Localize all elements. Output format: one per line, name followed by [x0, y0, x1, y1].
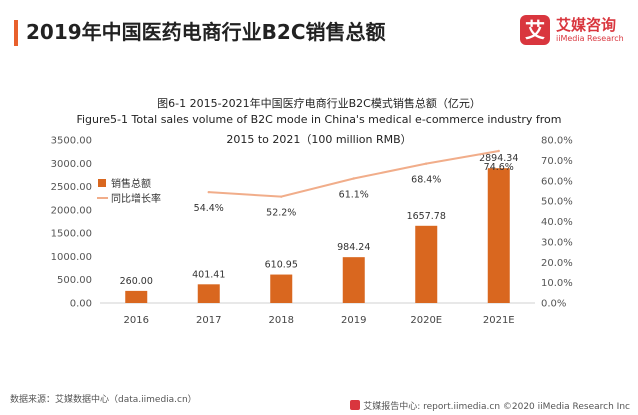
- chart-subtitle-line2: 2015 to 2021（100 million RMB）: [226, 133, 412, 146]
- y-right-tick-label: 80.0%: [541, 136, 573, 147]
- y-left-tick-label: 2000.00: [51, 205, 92, 216]
- legend-bar-swatch: [98, 179, 106, 187]
- growth-rate-point: [207, 190, 210, 194]
- footer-credit: 艾媒报告中心: report.iimedia.cn ©2020 iiMedia …: [350, 399, 630, 412]
- footer-logo-icon: [350, 400, 361, 410]
- footer-credit-text: 艾媒报告中心: report.iimedia.cn ©2020 iiMedia …: [363, 402, 630, 412]
- y-right-tick-label: 40.0%: [541, 217, 573, 228]
- growth-rate-point: [352, 177, 355, 180]
- x-tick-label: 2019: [341, 315, 366, 326]
- bar-value-label: 1657.78: [407, 211, 446, 222]
- x-tick-label: 2018: [269, 315, 294, 326]
- growth-rate-point: [497, 149, 500, 153]
- bar-value-label: 2894.34: [479, 153, 518, 164]
- growth-rate-label: 52.2%: [266, 208, 296, 219]
- growth-rate-label: 61.1%: [339, 190, 369, 201]
- growth-rate-point: [425, 162, 428, 165]
- bar-2018: [270, 274, 293, 303]
- data-source: 数据来源：艾媒数据中心（data.iimedia.cn）: [10, 395, 197, 405]
- growth-rate-point: [280, 195, 283, 198]
- x-tick-label: 2020E: [410, 315, 442, 326]
- bar-2019: [342, 257, 365, 303]
- legend-line-label: 同比增长率: [111, 192, 161, 205]
- y-right-tick-label: 10.0%: [541, 278, 573, 289]
- y-right-tick-label: 50.0%: [541, 197, 573, 208]
- bar-value-label: 984.24: [337, 242, 370, 253]
- brand-name: 艾媒咨询: [556, 16, 617, 34]
- bar-2021E: [487, 168, 510, 303]
- page-title: 2019年中国医药电商行业B2C销售总额: [26, 20, 386, 44]
- chart-title: 图6-1 2015-2021年中国医疗电商行业B2C模式销售总额（亿元）: [157, 97, 481, 110]
- y-left-tick-label: 0.00: [70, 299, 92, 310]
- bar-2017: [197, 284, 220, 303]
- bar-value-label: 610.95: [265, 260, 298, 271]
- growth-rate-label: 74.6%: [484, 162, 514, 173]
- bar-2020E: [415, 225, 438, 303]
- y-right-tick-label: 0.0%: [541, 299, 566, 310]
- y-left-tick-label: 1000.00: [51, 252, 92, 263]
- y-right-tick-label: 20.0%: [541, 258, 573, 269]
- title-accent-bar: [14, 20, 18, 46]
- y-left-tick-label: 3500.00: [51, 136, 92, 147]
- brand: 艾 艾媒咨询 iiMedia Research: [520, 14, 632, 50]
- y-right-tick-label: 30.0%: [541, 237, 573, 248]
- y-left-tick-label: 1500.00: [51, 229, 92, 240]
- y-right-tick-label: 60.0%: [541, 176, 573, 187]
- y-right-tick-label: 70.0%: [541, 156, 573, 167]
- y-left-tick-label: 500.00: [57, 275, 92, 286]
- brand-logo-icon: 艾: [520, 15, 550, 45]
- growth-rate-label: 54.4%: [194, 203, 224, 214]
- chart-subtitle-line1: Figure5-1 Total sales volume of B2C mode…: [76, 113, 562, 126]
- y-left-tick-label: 2500.00: [51, 182, 92, 193]
- bar-2016: [125, 290, 148, 303]
- y-left-tick-label: 3000.00: [51, 159, 92, 170]
- legend-bar-label: 销售总额: [111, 177, 151, 190]
- brand-name-en: iiMedia Research: [556, 34, 624, 43]
- x-tick-label: 2017: [196, 315, 221, 326]
- x-tick-label: 2016: [124, 315, 149, 326]
- bar-value-label: 401.41: [192, 269, 225, 280]
- x-tick-label: 2021E: [483, 315, 515, 326]
- bar-value-label: 260.00: [120, 276, 153, 287]
- growth-rate-label: 68.4%: [411, 175, 441, 186]
